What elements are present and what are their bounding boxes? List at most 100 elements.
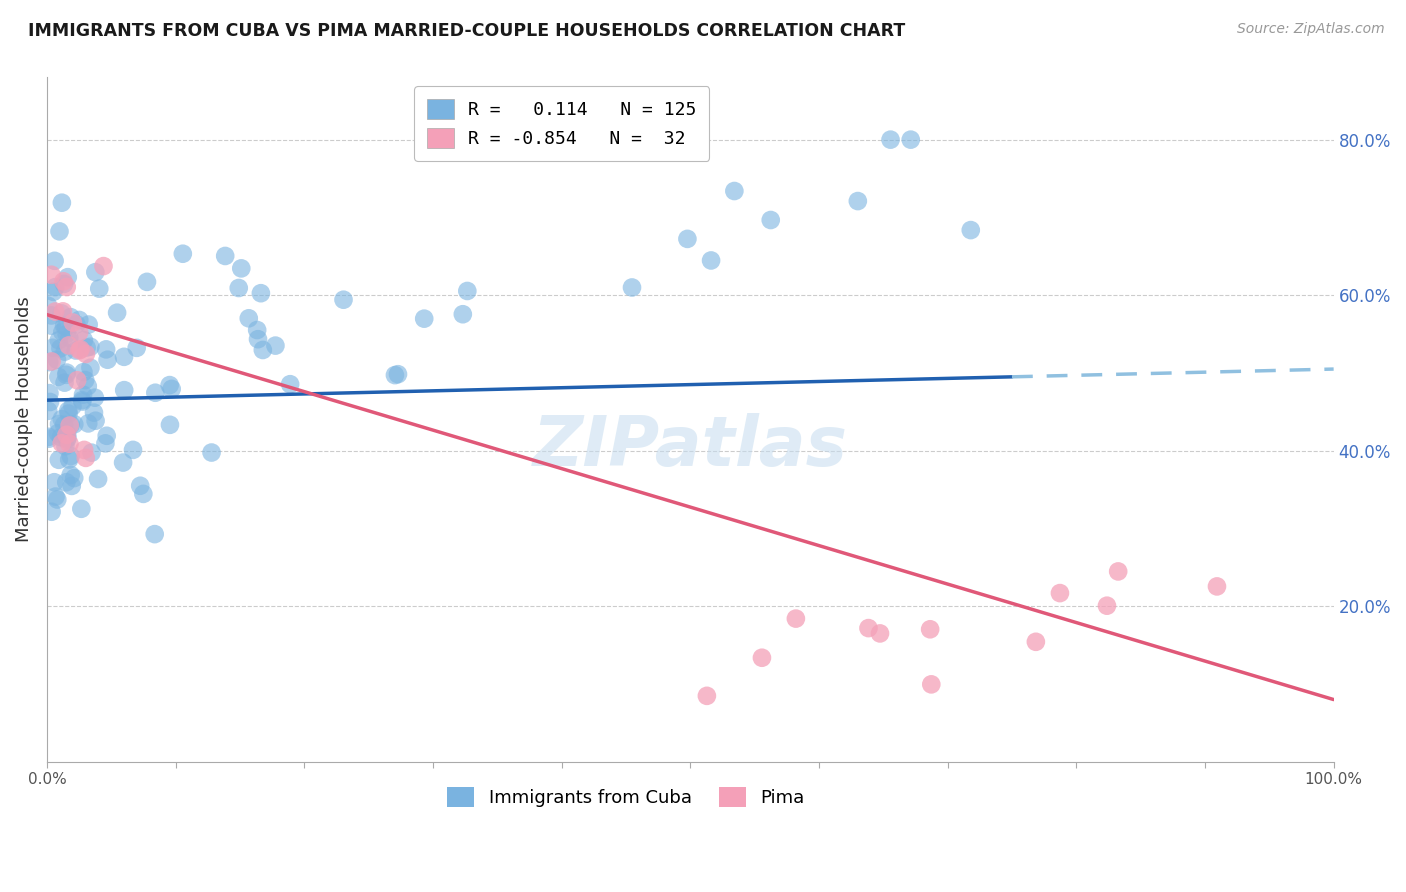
Point <box>94 343 117 357</box>
Point <box>413 311 436 326</box>
Point <box>451 307 474 321</box>
Point <box>84 265 107 279</box>
Point <box>172 246 194 260</box>
Point <box>846 194 869 208</box>
Point <box>1107 565 1129 579</box>
Point <box>72 394 94 409</box>
Point <box>55 327 77 342</box>
Point <box>51 195 73 210</box>
Point <box>112 383 135 397</box>
Point <box>200 445 222 459</box>
Point <box>920 622 942 636</box>
Point <box>387 368 409 382</box>
Point <box>62 316 84 330</box>
Point <box>231 261 253 276</box>
Point <box>46 426 69 441</box>
Point <box>79 340 101 354</box>
Point <box>48 224 70 238</box>
Point <box>159 417 181 432</box>
Point <box>44 490 66 504</box>
Point <box>48 452 70 467</box>
Point <box>49 430 72 444</box>
Point <box>125 341 148 355</box>
Point <box>67 326 90 340</box>
Point <box>89 282 111 296</box>
Point <box>53 344 76 359</box>
Point <box>214 249 236 263</box>
Point <box>55 319 77 334</box>
Point <box>59 417 82 432</box>
Point <box>83 406 105 420</box>
Point <box>56 270 79 285</box>
Legend: Immigrants from Cuba, Pima: Immigrants from Cuba, Pima <box>440 780 811 814</box>
Point <box>723 184 745 198</box>
Point <box>70 501 93 516</box>
Point <box>959 223 981 237</box>
Point <box>66 373 89 387</box>
Point <box>53 318 76 333</box>
Point <box>785 612 807 626</box>
Point <box>59 418 82 433</box>
Point <box>621 280 644 294</box>
Point <box>112 456 135 470</box>
Point <box>48 333 70 347</box>
Point <box>96 429 118 443</box>
Point <box>46 352 69 367</box>
Point <box>56 433 79 447</box>
Point <box>76 379 98 393</box>
Text: Source: ZipAtlas.com: Source: ZipAtlas.com <box>1237 22 1385 37</box>
Point <box>53 376 76 390</box>
Point <box>55 427 77 442</box>
Point <box>55 366 77 380</box>
Point <box>920 677 942 691</box>
Point <box>247 332 270 346</box>
Point <box>38 432 60 446</box>
Point <box>900 133 922 147</box>
Point <box>44 280 66 294</box>
Point <box>38 355 60 369</box>
Point <box>73 442 96 457</box>
Point <box>159 378 181 392</box>
Point <box>97 352 120 367</box>
Point <box>76 341 98 355</box>
Point <box>77 318 100 332</box>
Point <box>41 341 63 355</box>
Point <box>65 343 87 358</box>
Point <box>67 313 90 327</box>
Point <box>37 404 59 418</box>
Point <box>59 449 82 463</box>
Point <box>48 369 70 384</box>
Point <box>70 393 93 408</box>
Point <box>94 436 117 450</box>
Point <box>264 338 287 352</box>
Point <box>53 417 76 432</box>
Point <box>700 253 723 268</box>
Point <box>59 310 82 325</box>
Point <box>250 286 273 301</box>
Point <box>384 368 406 383</box>
Point <box>58 407 80 421</box>
Point <box>44 253 66 268</box>
Point <box>60 479 83 493</box>
Point <box>55 439 77 453</box>
Point <box>56 431 79 445</box>
Point <box>80 445 103 459</box>
Point <box>53 277 76 291</box>
Point <box>869 626 891 640</box>
Point <box>69 343 91 357</box>
Point <box>79 360 101 375</box>
Point <box>48 417 70 431</box>
Point <box>160 382 183 396</box>
Point <box>52 274 75 288</box>
Point <box>143 385 166 400</box>
Point <box>41 309 63 323</box>
Point <box>93 259 115 273</box>
Point <box>858 621 880 635</box>
Point <box>84 414 107 428</box>
Text: ZIPatlas: ZIPatlas <box>533 414 848 481</box>
Point <box>1049 586 1071 600</box>
Point <box>63 417 86 432</box>
Point <box>58 331 80 345</box>
Point <box>136 275 159 289</box>
Point <box>41 354 63 368</box>
